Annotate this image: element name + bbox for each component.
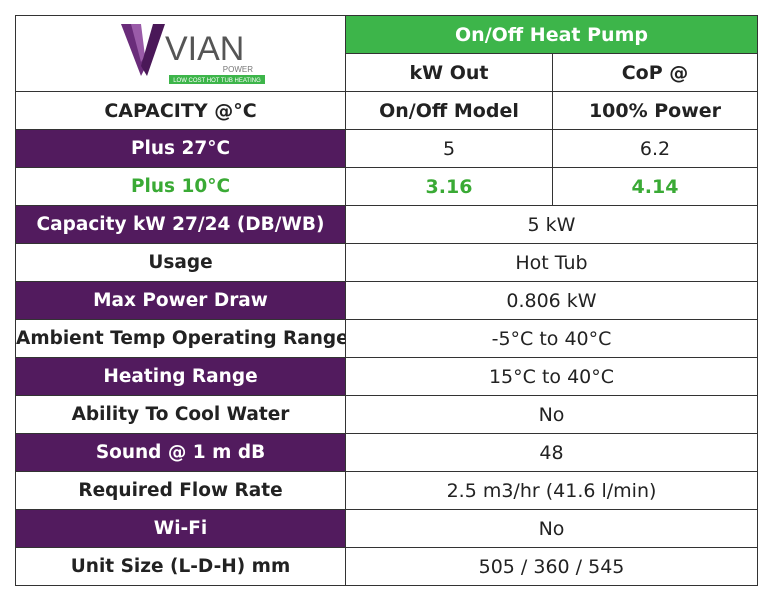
logo-v — [120, 24, 147, 76]
logo: VIAN POWER LOW COST HOT TUB HEATING — [120, 24, 265, 84]
cell: 2.5 m3/hr (41.6 l/min) — [345, 471, 758, 510]
row: Usage Hot Tub — [15, 243, 758, 282]
cell: -5°C to 40°C — [345, 319, 758, 358]
row: CAPACITY @°C On/Off Model 100% Power — [15, 91, 758, 130]
row-label: Max Power Draw — [15, 281, 346, 320]
row: Wi-Fi No — [15, 509, 758, 548]
header-cell: On/Off Model — [345, 91, 553, 130]
row-label: Heating Range — [15, 357, 346, 396]
cell: No — [345, 395, 758, 434]
cell: 5 kW — [345, 205, 758, 244]
row: Heating Range 15°C to 40°C — [15, 357, 758, 396]
cell: 15°C to 40°C — [345, 357, 758, 396]
row: Ability To Cool Water No — [15, 395, 758, 434]
header-cell: kW Out — [345, 53, 553, 92]
row-label: Plus 10°C — [15, 167, 346, 206]
cell: 505 / 360 / 545 — [345, 547, 758, 586]
row: Required Flow Rate 2.5 m3/hr (41.6 l/min) — [15, 471, 758, 510]
row: kW Out CoP @ — [16, 53, 758, 92]
header-cell: CoP @ — [552, 53, 758, 92]
header-cell: CAPACITY @°C — [15, 91, 346, 130]
row-label: Required Flow Rate — [15, 471, 346, 510]
row: Capacity kW 27/24 (DB/WB) 5 kW — [15, 205, 758, 244]
cell: No — [345, 509, 758, 548]
row: Unit Size (L-D-H) mm 505 / 360 / 545 — [15, 547, 758, 586]
cell: 5 — [345, 129, 553, 168]
logo-cell: VIAN POWER LOW COST HOT TUB HEATING — [15, 15, 346, 92]
row: Ambient Temp Operating Range -5°C to 40°C — [15, 319, 758, 358]
row-label: Capacity kW 27/24 (DB/WB) — [15, 205, 346, 244]
row-label: Ambient Temp Operating Range — [15, 319, 346, 358]
cell: 48 — [345, 433, 758, 472]
row: Plus 10°C 3.16 4.14 — [15, 167, 758, 206]
row: VIAN POWER LOW COST HOT TUB HEATING On/O… — [15, 15, 758, 92]
logo-brand: VIAN — [165, 30, 244, 68]
logo-power: POWER — [222, 65, 252, 74]
row-label: Ability To Cool Water — [15, 395, 346, 434]
logo-v — [140, 24, 165, 76]
row-label: Wi-Fi — [15, 509, 346, 548]
table-title: On/Off Heat Pump — [345, 15, 758, 54]
cell: 4.14 — [552, 167, 758, 206]
row: Sound @ 1 m dB 48 — [15, 433, 758, 472]
logo-v — [130, 24, 145, 62]
row: Max Power Draw 0.806 kW — [15, 281, 758, 320]
row: Plus 27°C 5 6.2 — [15, 129, 758, 168]
row-label: Usage — [15, 243, 346, 282]
row-label: Plus 27°C — [15, 129, 346, 168]
cell: 6.2 — [552, 129, 758, 168]
spec-table: VIAN POWER LOW COST HOT TUB HEATING On/O… — [15, 15, 758, 586]
row-label: Sound @ 1 m dB — [15, 433, 346, 472]
cell: 0.806 kW — [345, 281, 758, 320]
header-cell: 100% Power — [552, 91, 758, 130]
cell: Hot Tub — [345, 243, 758, 282]
row-label: Unit Size (L-D-H) mm — [15, 547, 346, 586]
cell: 3.16 — [345, 167, 553, 206]
logo-tagline: LOW COST HOT TUB HEATING — [173, 78, 261, 84]
logo-bar — [168, 75, 265, 84]
